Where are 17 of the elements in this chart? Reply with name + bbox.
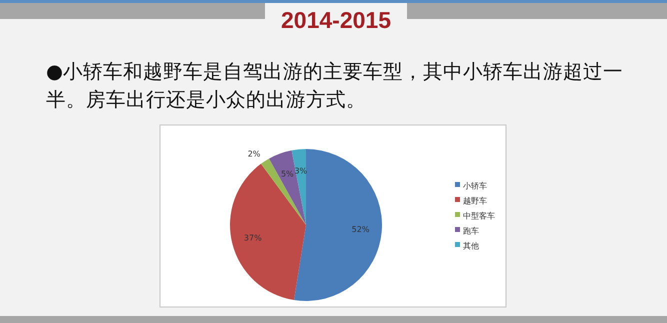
- pie-slice: [292, 149, 306, 225]
- data-label: 37%: [244, 234, 262, 243]
- legend-label: 其他: [463, 241, 479, 250]
- data-label: 5%: [280, 169, 294, 178]
- chart-subtitle: ●小轿车和越野车是自驾出游的主要车型，其中小轿车出游超过一半。房车出行还是小众的出游方式。: [46, 59, 624, 113]
- legend-label: 越野车: [463, 196, 487, 206]
- pie-slice: [260, 158, 306, 225]
- pie-slice: [230, 164, 306, 300]
- legend-label: 小轿车: [463, 181, 487, 190]
- pie-slice: [269, 150, 306, 225]
- legend-label: 中型客车: [463, 211, 495, 220]
- data-label: 3%: [294, 166, 308, 176]
- pie-slice: [294, 149, 382, 301]
- data-label: 2%: [248, 149, 261, 158]
- data-label: 52%: [352, 225, 370, 234]
- legend-label: 跑车: [463, 226, 479, 236]
- chart-title: 2014-2015: [281, 7, 392, 33]
